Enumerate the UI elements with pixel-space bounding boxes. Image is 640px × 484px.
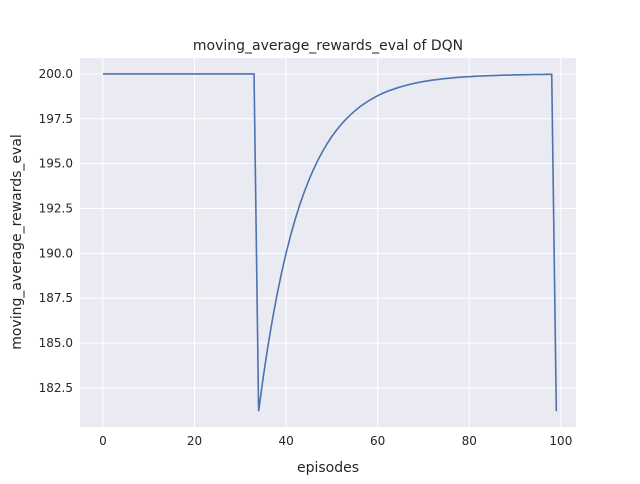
x-axis-label: episodes xyxy=(297,460,359,476)
y-tick-label: 195.0 xyxy=(39,157,73,171)
y-axis-label: moving_average_rewards_eval xyxy=(9,134,25,350)
x-tick-labels: 0 20 40 60 80 100 xyxy=(99,434,572,448)
x-tick-label: 100 xyxy=(549,434,572,448)
plot-background xyxy=(80,58,576,427)
y-tick-label: 192.5 xyxy=(39,202,73,216)
x-tick-label: 40 xyxy=(278,434,293,448)
y-tick-label: 185.0 xyxy=(39,336,73,350)
x-tick-label: 80 xyxy=(462,434,477,448)
series-line-group xyxy=(102,73,558,412)
y-tick-label: 182.5 xyxy=(39,381,73,395)
x-tick-label: 60 xyxy=(370,434,385,448)
y-tick-label: 200.0 xyxy=(39,67,73,81)
y-tick-labels: 182.5 185.0 187.5 190.0 192.5 195.0 197.5 200.0 xyxy=(39,67,73,395)
x-tick-label: 0 xyxy=(99,434,107,448)
grid-lines xyxy=(80,58,576,427)
y-tick-label: 197.5 xyxy=(39,112,73,126)
series-line xyxy=(102,73,558,412)
y-tick-label: 187.5 xyxy=(39,291,73,305)
chart-title: moving_average_rewards_eval of DQN xyxy=(193,38,463,54)
x-tick-label: 20 xyxy=(187,434,202,448)
y-tick-label: 190.0 xyxy=(39,246,73,260)
